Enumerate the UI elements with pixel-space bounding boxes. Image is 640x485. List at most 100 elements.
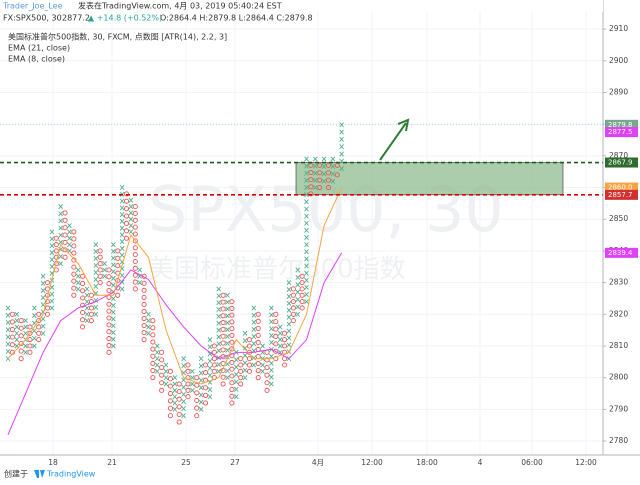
o-box	[167, 368, 173, 374]
o-box	[282, 337, 288, 343]
x-box	[5, 312, 11, 318]
x-box	[225, 327, 230, 333]
legend-entry: EMA (21, close)	[8, 44, 70, 53]
x-box	[198, 363, 204, 369]
o-box	[132, 286, 138, 292]
x-box	[198, 399, 204, 405]
x-box	[207, 358, 213, 364]
x-box	[216, 368, 222, 374]
o-box	[229, 299, 235, 305]
o-column	[62, 210, 68, 260]
x-box	[58, 218, 64, 224]
o-box	[290, 311, 296, 317]
y-tick-label: 2830	[609, 278, 628, 287]
x-column	[286, 280, 292, 362]
o-box	[18, 325, 24, 331]
o-box	[238, 375, 244, 381]
x-box	[172, 375, 178, 381]
x-box	[339, 158, 344, 164]
x-box	[312, 163, 318, 169]
x-box	[181, 406, 186, 412]
x-box	[146, 330, 151, 336]
o-box	[229, 312, 235, 318]
x-box	[304, 291, 309, 298]
o-box	[106, 349, 112, 355]
x-box	[102, 261, 107, 267]
o-box	[220, 320, 226, 326]
x-box	[304, 170, 309, 176]
o-column	[308, 162, 314, 197]
y-tick-label: 2790	[609, 404, 628, 413]
x-box	[190, 387, 195, 393]
o-box	[299, 280, 305, 286]
price-tag	[605, 119, 638, 130]
o-box	[299, 292, 305, 298]
price-tag	[605, 127, 638, 138]
x-box	[339, 136, 344, 142]
x-box	[93, 276, 99, 282]
x-box	[128, 229, 134, 235]
x-box	[251, 312, 257, 318]
o-box	[334, 172, 340, 178]
x-box	[40, 295, 46, 301]
o-box	[282, 362, 288, 368]
o-column	[325, 162, 332, 191]
o-box	[132, 279, 138, 285]
plot	[0, 122, 603, 435]
o-box	[27, 330, 33, 336]
x-column	[233, 349, 239, 400]
o-box	[18, 333, 24, 339]
o-box	[176, 411, 182, 417]
x-box	[198, 406, 204, 412]
x-tick-label: 18	[48, 458, 58, 467]
o-box	[229, 339, 235, 345]
brand-logo[interactable]	[34, 470, 45, 478]
x-box	[304, 206, 309, 212]
x-box	[111, 316, 116, 322]
x-box	[304, 177, 309, 183]
brand[interactable]: TradingView	[46, 470, 96, 479]
author[interactable]: Trader_Joe_Lee	[2, 2, 63, 11]
x-box	[119, 279, 125, 285]
o-box	[211, 368, 217, 374]
x-box	[286, 300, 292, 306]
o-box	[255, 332, 261, 338]
o-box	[229, 393, 235, 399]
x-box	[330, 156, 336, 162]
o-box	[229, 400, 235, 406]
x-box	[146, 324, 151, 330]
o-box	[273, 333, 279, 340]
o-box	[167, 390, 173, 397]
x-column	[40, 273, 46, 336]
x-box	[295, 274, 301, 280]
x-box	[216, 313, 222, 319]
x-box	[304, 156, 309, 162]
x-box	[277, 330, 283, 336]
price-tag	[605, 247, 638, 258]
x-box	[93, 269, 99, 275]
x-box	[58, 253, 64, 259]
x-box	[5, 305, 11, 311]
x-box	[58, 261, 64, 267]
x-column	[128, 197, 134, 235]
o-box	[299, 286, 305, 292]
x-box	[207, 337, 213, 343]
arrow	[379, 122, 407, 161]
x-column	[75, 267, 81, 292]
o-column	[18, 318, 24, 362]
x-box	[198, 370, 204, 376]
o-box	[62, 225, 68, 231]
o-box	[167, 383, 173, 389]
o-box	[71, 236, 77, 242]
ema-line	[7, 187, 343, 385]
o-box	[220, 326, 226, 332]
o-box	[238, 368, 244, 374]
x-box	[304, 192, 309, 198]
o-box	[106, 308, 112, 314]
o-box	[106, 342, 112, 349]
x-box	[321, 171, 327, 177]
x-box	[321, 163, 327, 169]
x-box	[32, 335, 37, 341]
x-box	[242, 330, 248, 336]
o-box	[62, 232, 68, 238]
